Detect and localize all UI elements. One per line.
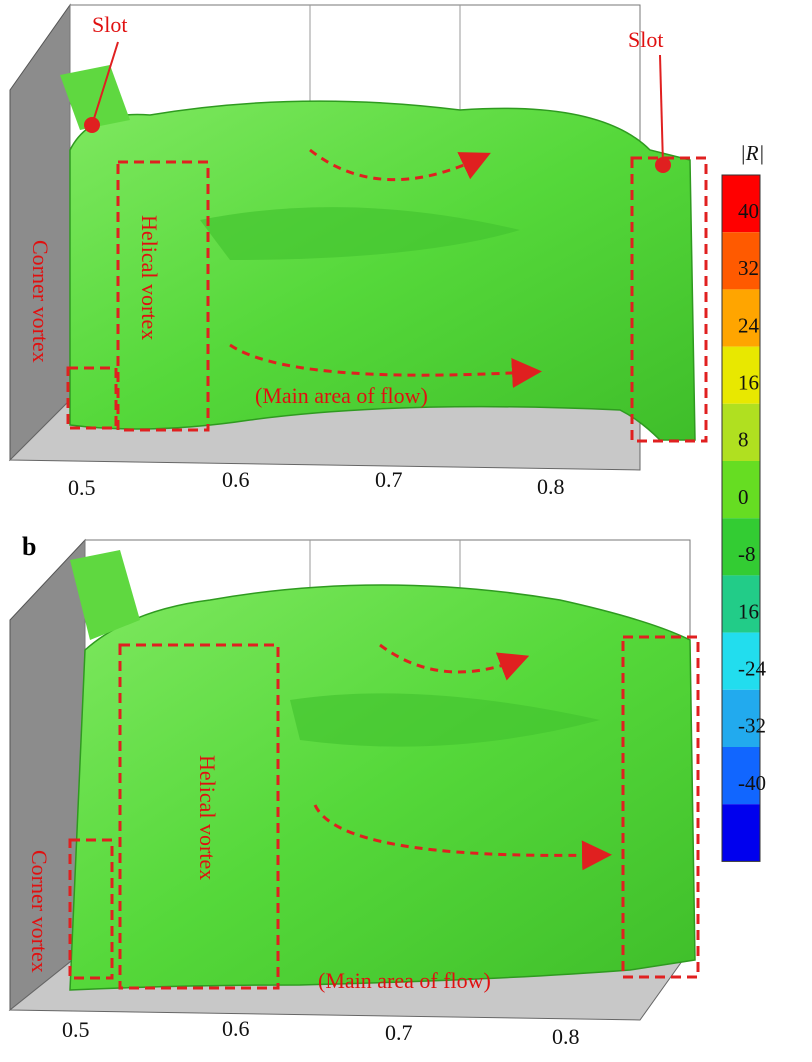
panel-b: b Corner vortex Helical vortex (Main are…: [10, 532, 698, 1049]
x-tick-label: 0.8: [552, 1024, 580, 1049]
x-tick-label: 0.6: [222, 1016, 250, 1041]
colorbar-label: 8: [738, 428, 749, 452]
x-tick-label: 0.6: [222, 467, 250, 492]
left-wall: [10, 5, 70, 460]
helical-label: Helical vortex: [195, 755, 220, 880]
slot-label: Slot: [92, 12, 127, 37]
slot-label: Slot: [628, 27, 663, 52]
x-tick-label: 0.7: [375, 467, 403, 492]
x-tick-label: 0.8: [537, 474, 565, 499]
colorbar-label: 40: [738, 199, 759, 223]
colorbar-label: -40: [738, 771, 766, 795]
panel-label: b: [22, 532, 36, 561]
x-tick-label: 0.5: [68, 475, 96, 500]
colorbar-label: 32: [738, 256, 759, 280]
colorbar: |R| 40 32 24 16 8 0 -8 16 -24 -32 -40: [722, 141, 766, 861]
flow-label: (Main area of flow): [318, 968, 491, 993]
colorbar-label: 0: [738, 485, 749, 509]
corner-label: Corner vortex: [28, 240, 53, 363]
colorbar-label: 16: [738, 599, 759, 623]
colorbar-label: 16: [738, 371, 759, 395]
x-tick-label: 0.7: [385, 1020, 413, 1045]
x-tick-label: 0.5: [62, 1017, 90, 1042]
colorbar-band: [722, 804, 760, 861]
colorbar-label: -32: [738, 714, 766, 738]
figure: Slot Slot Corner vortex Helical vortex (…: [0, 0, 812, 1057]
colorbar-label: -8: [738, 542, 756, 566]
colorbar-title: |R|: [740, 141, 764, 165]
corner-label: Corner vortex: [27, 850, 52, 973]
helical-label: Helical vortex: [137, 215, 162, 340]
panel-a: Slot Slot Corner vortex Helical vortex (…: [10, 5, 706, 500]
colorbar-label: 24: [738, 313, 760, 337]
colorbar-label: -24: [738, 657, 766, 681]
flow-label: (Main area of flow): [255, 383, 428, 408]
